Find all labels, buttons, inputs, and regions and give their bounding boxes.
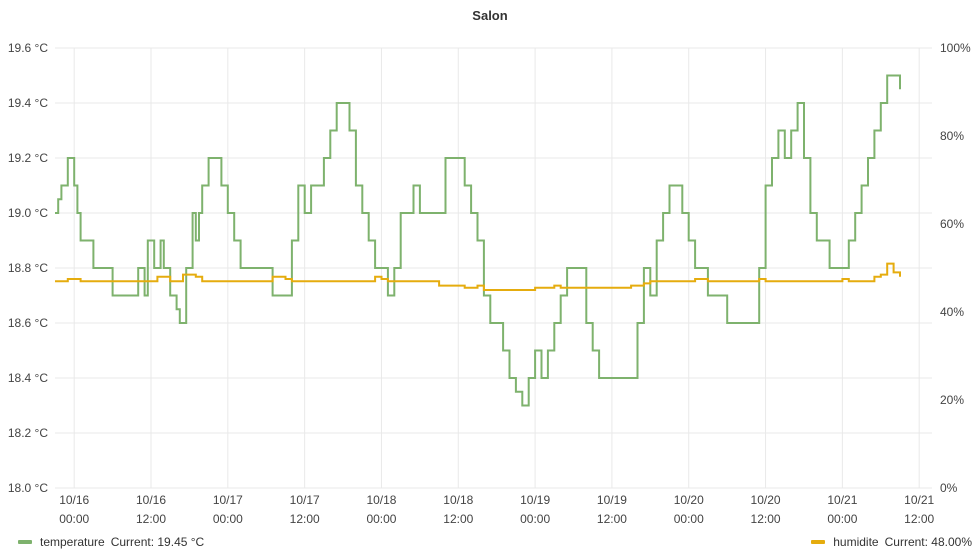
x-tick-time: 00:00: [520, 512, 550, 526]
y-left-tick-label: 18.6 °C: [8, 316, 48, 330]
legend-item-humidite[interactable]: humidite Current: 48.00%: [811, 535, 972, 549]
y-left-tick-label: 19.0 °C: [8, 206, 48, 220]
y-right-tick-label: 0%: [940, 481, 958, 495]
y-left-tick-label: 18.4 °C: [8, 371, 48, 385]
x-tick-date: 10/21: [827, 493, 857, 507]
x-tick-date: 10/19: [520, 493, 550, 507]
y-axis-right: 0% 20% 40% 60% 80% 100%: [940, 41, 971, 495]
y-left-tick-label: 18.2 °C: [8, 426, 48, 440]
legend-current-humidite: Current: 48.00%: [884, 535, 972, 549]
legend-current-temperature: Current: 19.45 °C: [110, 535, 205, 549]
chart-title: Salon: [472, 8, 508, 23]
x-tick-time: 00:00: [213, 512, 243, 526]
legend-swatch-temperature: [18, 540, 32, 544]
legend-item-temperature[interactable]: temperature Current: 19.45 °C: [18, 535, 204, 549]
y-left-tick-label: 18.0 °C: [8, 481, 48, 495]
y-axis-left: 18.0 °C 18.2 °C 18.4 °C 18.6 °C 18.8 °C 19.0 …: [8, 41, 48, 495]
y-right-tick-label: 100%: [940, 41, 971, 55]
x-tick-time: 00:00: [827, 512, 857, 526]
x-axis: 10/16 00:00 10/16 12:00 10/17 00:00 10/17 12:00…: [59, 493, 934, 526]
legend-swatch-humidite: [811, 540, 826, 544]
series-lines: [55, 74, 901, 407]
y-right-tick-label: 20%: [940, 393, 964, 407]
x-tick-time: 12:00: [443, 512, 473, 526]
x-tick-time: 12:00: [290, 512, 320, 526]
y-right-tick-label: 60%: [940, 217, 964, 231]
x-tick-date: 10/21: [904, 493, 934, 507]
x-tick-time: 12:00: [597, 512, 627, 526]
x-tick-date: 10/16: [59, 493, 89, 507]
x-tick-time: 12:00: [904, 512, 934, 526]
x-tick-date: 10/20: [751, 493, 781, 507]
x-tick-date: 10/18: [366, 493, 396, 507]
y-left-tick-label: 19.6 °C: [8, 41, 48, 55]
x-tick-time: 00:00: [674, 512, 704, 526]
y-left-tick-label: 19.2 °C: [8, 151, 48, 165]
x-tick-date: 10/18: [443, 493, 473, 507]
x-tick-date: 10/17: [213, 493, 243, 507]
x-tick-time: 00:00: [59, 512, 89, 526]
legend-label-temperature: temperature: [40, 535, 105, 549]
y-right-tick-label: 40%: [940, 305, 964, 319]
y-left-tick-label: 19.4 °C: [8, 96, 48, 110]
x-tick-date: 10/16: [136, 493, 166, 507]
y-left-tick-label: 18.8 °C: [8, 261, 48, 275]
y-right-tick-label: 80%: [940, 129, 964, 143]
x-tick-time: 00:00: [366, 512, 396, 526]
x-tick-time: 12:00: [751, 512, 781, 526]
series-line-temperature: [55, 74, 901, 407]
x-tick-time: 12:00: [136, 512, 166, 526]
x-tick-date: 10/19: [597, 493, 627, 507]
x-tick-date: 10/17: [290, 493, 320, 507]
x-tick-date: 10/20: [674, 493, 704, 507]
legend-label-humidite: humidite: [833, 535, 879, 549]
series-line-humidite: [55, 262, 901, 291]
